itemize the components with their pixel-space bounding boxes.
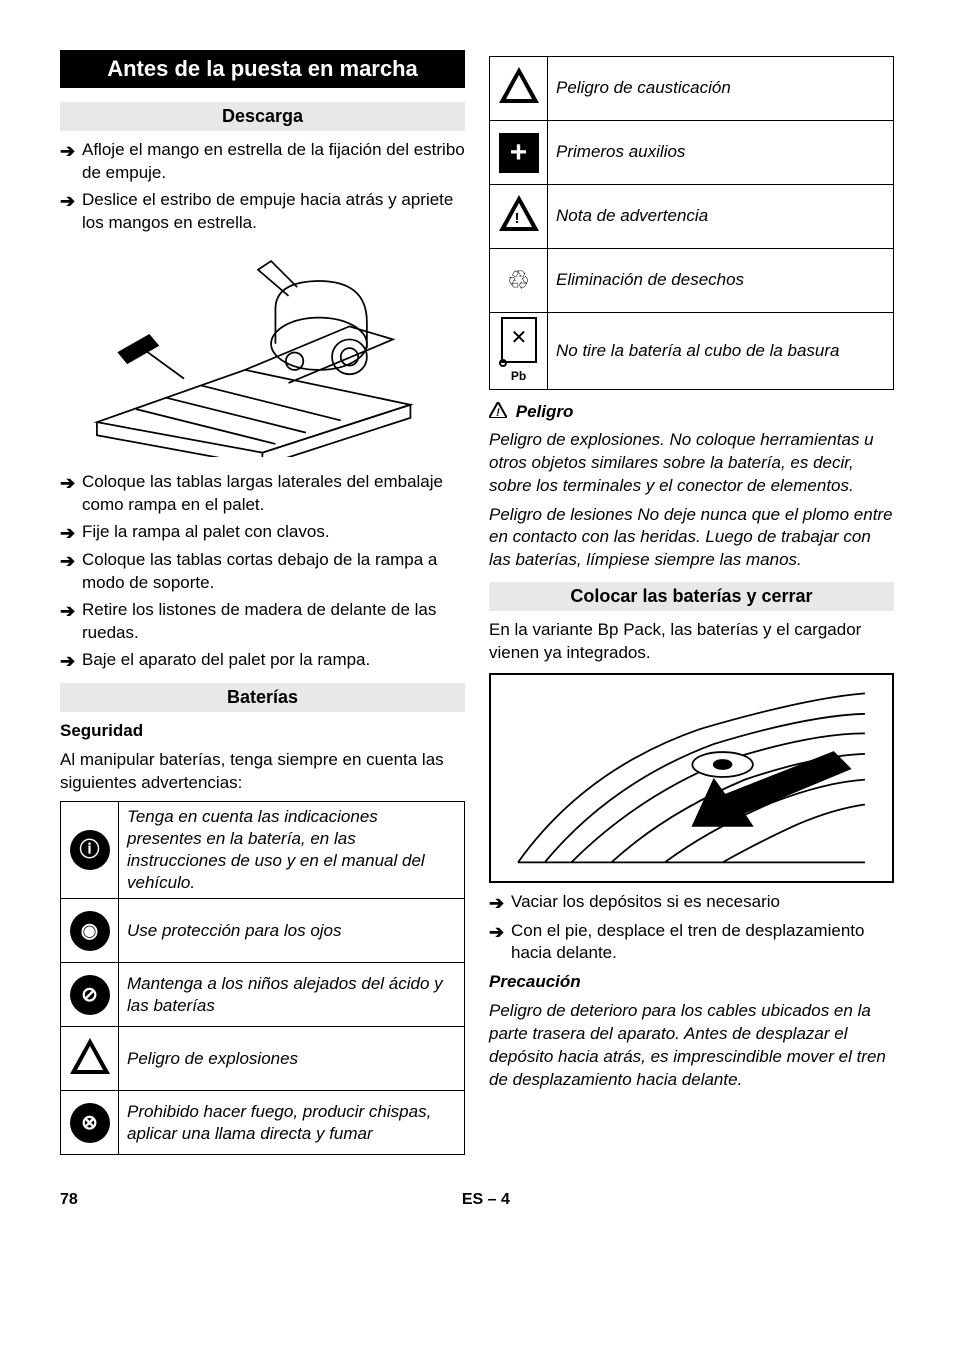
page-footer: 78 ES – 4 (60, 1191, 894, 1209)
icon-text: Nota de advertencia (548, 185, 894, 249)
icon-text: Mantenga a los niños alejados del ácido … (119, 963, 465, 1027)
list-item: ➔Coloque las tablas cortas debajo de la … (60, 549, 465, 595)
warning-icon: ! (499, 195, 539, 231)
icon-table-right: Peligro de causticación + Primeros auxil… (489, 56, 894, 390)
icon-text: Primeros auxilios (548, 121, 894, 185)
bullet-list-2: ➔Coloque las tablas largas laterales del… (60, 471, 465, 673)
precaucion-text: Peligro de deterioro para los cables ubi… (489, 1000, 894, 1092)
svg-text:!: ! (496, 407, 500, 418)
bullet-list-3: ➔Vaciar los depósitos si es necesario ➔C… (489, 891, 894, 965)
arrow-icon: ➔ (489, 891, 511, 915)
manual-icon: ⓘ (70, 830, 110, 870)
peligro-heading: ! Peligro (489, 402, 894, 423)
no-trash-battery-icon: ✕ (501, 317, 537, 363)
icon-text: Tenga en cuenta las indicaciones present… (119, 801, 465, 898)
icon-text: Use protección para los ojos (119, 899, 465, 963)
sub-heading-descarga: Descarga (60, 102, 465, 131)
colocar-text: En la variante Bp Pack, las baterías y e… (489, 619, 894, 665)
icon-text: Peligro de causticación (548, 57, 894, 121)
list-item: ➔Deslice el estribo de empuje hacia atrá… (60, 189, 465, 235)
no-fire-icon: ⊗ (70, 1103, 110, 1143)
danger-triangle-icon: ! (489, 402, 507, 423)
icon-table-left: ⓘ Tenga en cuenta las indicaciones prese… (60, 801, 465, 1155)
eye-protection-icon: ◉ (70, 911, 110, 951)
precaucion-heading: Precaución (489, 971, 894, 994)
sub-heading-colocar: Colocar las baterías y cerrar (489, 582, 894, 611)
arrow-icon: ➔ (60, 471, 82, 495)
icon-text: Peligro de explosiones (119, 1027, 465, 1091)
list-item: ➔Coloque las tablas largas laterales del… (60, 471, 465, 517)
list-item: ➔Con el pie, desplace el tren de desplaz… (489, 920, 894, 966)
page-code: ES – 4 (78, 1191, 894, 1209)
sub-heading-baterias: Baterías (60, 683, 465, 712)
table-row: Peligro de explosiones (61, 1027, 465, 1091)
arrow-icon: ➔ (489, 920, 511, 944)
arrow-icon: ➔ (60, 549, 82, 573)
first-aid-icon: + (499, 133, 539, 173)
bullet-list-1: ➔Afloje el mango en estrella de la fijac… (60, 139, 465, 235)
seguridad-text: Al manipular baterías, tenga siempre en … (60, 749, 465, 795)
icon-text: Eliminación de desechos (548, 249, 894, 313)
recycle-icon: ♲ (499, 261, 539, 301)
arrow-icon: ➔ (60, 649, 82, 673)
list-item: ➔Fije la rampa al palet con clavos. (60, 521, 465, 545)
table-row: ♲ Eliminación de desechos (490, 249, 894, 313)
arrow-icon: ➔ (60, 521, 82, 545)
table-row: ! Nota de advertencia (490, 185, 894, 249)
illustration-ramp (60, 243, 465, 463)
pb-label: Pb (498, 369, 539, 385)
list-item: ➔Retire los listones de madera de delant… (60, 599, 465, 645)
table-row: ◉ Use protección para los ojos (61, 899, 465, 963)
list-item: ➔Vaciar los depósitos si es necesario (489, 891, 894, 915)
peligro-text-1: Peligro de explosiones. No coloque herra… (489, 429, 894, 498)
table-row: ⊗ Prohibido hacer fuego, producir chispa… (61, 1091, 465, 1155)
table-row: + Primeros auxilios (490, 121, 894, 185)
table-row: ⓘ Tenga en cuenta las indicaciones prese… (61, 801, 465, 898)
keep-children-away-icon: ⊘ (70, 975, 110, 1015)
page-number: 78 (60, 1191, 78, 1209)
seguridad-heading: Seguridad (60, 720, 465, 743)
peligro-text-2: Peligro de lesiones No deje nunca que el… (489, 504, 894, 573)
corrosion-icon (499, 67, 539, 103)
list-item: ➔Afloje el mango en estrella de la fijac… (60, 139, 465, 185)
icon-text: Prohibido hacer fuego, producir chispas,… (119, 1091, 465, 1155)
arrow-icon: ➔ (60, 599, 82, 623)
icon-text: No tire la batería al cubo de la basura (548, 313, 894, 390)
main-heading: Antes de la puesta en marcha (60, 50, 465, 88)
illustration-foot-pedal (489, 673, 894, 883)
list-item: ➔Baje el aparato del palet por la rampa. (60, 649, 465, 673)
table-row: Peligro de causticación (490, 57, 894, 121)
table-row: ⊘ Mantenga a los niños alejados del ácid… (61, 963, 465, 1027)
arrow-icon: ➔ (60, 189, 82, 213)
arrow-icon: ➔ (60, 139, 82, 163)
explosion-icon (70, 1038, 110, 1074)
table-row: ✕ Pb No tire la batería al cubo de la ba… (490, 313, 894, 390)
